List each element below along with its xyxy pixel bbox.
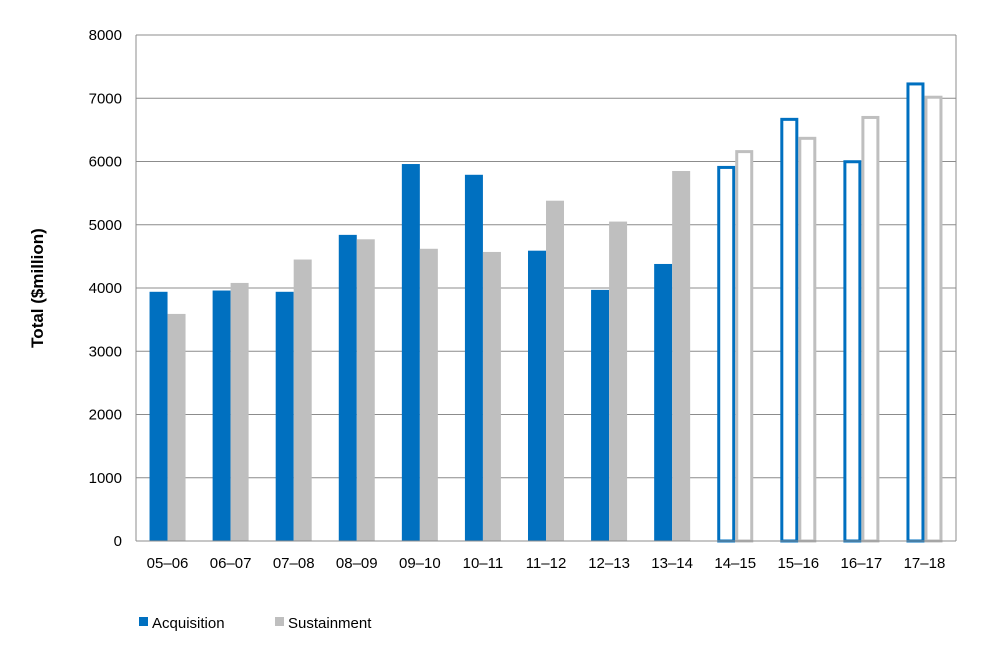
x-tick-label: 11–12 [526,555,567,572]
bar-sustainment [861,115,880,543]
legend-label-acquisition: Acquisition [152,615,225,632]
bar-sustainment [419,248,438,541]
y-tick-label: 5000 [89,217,122,234]
y-tick-label: 0 [114,533,122,550]
bar-sustainment [482,251,501,541]
bar-sustainment [609,221,628,541]
y-tick-label: 7000 [89,90,122,107]
bar-sustainment [672,170,691,542]
legend-swatch-sustainment [275,617,284,626]
bar-acquisition [338,234,357,541]
bar-acquisition [591,289,610,541]
legend-label-sustainment: Sustainment [288,615,372,632]
bar-acquisition [528,250,546,541]
y-tick-label: 2000 [89,407,122,424]
bar-sustainment [798,136,817,543]
legend-swatch-acquisition [139,617,148,626]
bar-sustainment [230,282,249,541]
x-tick-label: 17–18 [904,555,946,572]
bar-acquisition [212,290,231,541]
x-tick-label: 12–13 [588,555,630,572]
y-tick-label: 1000 [89,470,122,487]
x-tick-label: 15–16 [777,555,819,572]
x-tick-label: 16–17 [841,555,883,572]
bar-sustainment [356,239,375,542]
y-tick-label: 4000 [89,280,122,297]
bar-sustainment [735,150,754,543]
y-axis-ticks: 0 1000 2000 3000 4000 5000 6000 7000 8000 [89,27,122,550]
bar-acquisition [654,263,673,541]
bar-sustainment [167,313,186,541]
x-tick-label: 10–11 [463,555,504,572]
x-tick-label: 07–08 [273,555,315,572]
bar-sustainment [293,259,312,541]
x-tick-label: 05–06 [147,555,189,572]
bar-acquisition [401,164,420,541]
y-tick-label: 3000 [89,343,122,360]
y-tick-label: 6000 [89,154,122,171]
y-tick-label: 8000 [89,27,122,44]
x-tick-label: 13–14 [651,555,693,572]
x-tick-label: 09–10 [399,555,441,572]
legend: Acquisition Sustainment [139,615,372,632]
bar-acquisition [780,117,799,543]
bar-acquisition [275,291,294,541]
x-tick-label: 08–09 [336,555,378,572]
bar-acquisition [906,82,925,543]
bar-acquisition [464,174,483,541]
bar-sustainment [546,200,564,541]
x-tick-label: 06–07 [210,555,252,572]
bar-sustainment [924,95,943,543]
bar-acquisition [843,160,862,543]
bars [136,82,956,543]
x-tick-label: 14–15 [714,555,756,572]
bar-acquisition [149,291,168,541]
bar-acquisition [717,165,736,543]
x-axis-ticks: 05–06 06–07 07–08 08–09 09–10 10–11 11–12 12–13… [147,555,946,572]
y-axis-label: Total ($million) [28,228,47,348]
